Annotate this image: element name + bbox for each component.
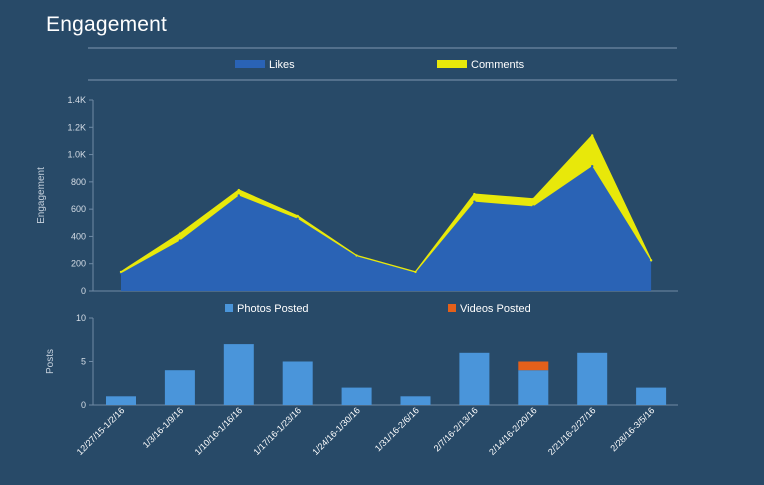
photos-bar: [223, 344, 254, 405]
x-axis-labels: 12/27/15-1/2/16 1/3/16-1/9/16 1/10/16-1/16…: [75, 405, 657, 457]
legend-label-comments: Comments: [471, 59, 525, 71]
engagement-y-tick-label: 200: [71, 259, 86, 269]
photos-bar: [518, 370, 549, 405]
comments-point: [532, 197, 535, 201]
legend-swatch-photos-posted: [225, 304, 233, 312]
comments-point: [649, 259, 653, 262]
posts-y-tick-label: 10: [76, 313, 86, 323]
engagement-y-tick-label: 1.0K: [67, 150, 86, 160]
comments-point: [414, 270, 417, 274]
legend-label-likes: Likes: [269, 59, 295, 71]
comments-point: [591, 134, 594, 137]
comments-point: [178, 232, 182, 235]
photos-bar: [282, 361, 313, 405]
photos-bar: [341, 387, 372, 405]
engagement-y-tick-label: 1.4K: [67, 95, 86, 105]
x-tick-label: 2/7/16-2/13/16: [432, 405, 480, 453]
videos-bar: [518, 361, 549, 371]
posts-y-tick-label: 0: [81, 400, 86, 410]
comments-point: [473, 192, 476, 196]
engagement-area-plot: [119, 134, 653, 291]
photos-bar: [459, 352, 490, 405]
posts-y-axis-label: Posts: [45, 349, 56, 374]
x-tick-label: 1/31/16-2/6/16: [373, 405, 421, 453]
engagement-y-tick-label: 800: [71, 177, 86, 187]
comments-point: [119, 270, 123, 274]
likes-point: [532, 205, 535, 208]
photos-bar: [400, 396, 431, 405]
engagement-y-tick-label: 0: [81, 286, 86, 296]
likes-area: [121, 166, 652, 291]
legend-label-videos-posted: Videos Posted: [460, 303, 531, 315]
x-tick-label: 2/21/16-2/27/16: [546, 405, 598, 457]
likes-point: [178, 239, 182, 242]
x-tick-label: 1/17/16-1/23/16: [251, 405, 303, 457]
x-tick-label: 2/14/16-2/20/16: [487, 405, 539, 457]
engagement-y-tick-label: 1.2K: [67, 122, 86, 132]
comments-point: [355, 254, 358, 257]
x-tick-label: 2/28/16-3/5/16: [608, 405, 656, 453]
comments-point: [296, 214, 299, 218]
page-title: Engagement: [46, 13, 168, 36]
engagement-y-tick-label: 400: [71, 231, 86, 241]
photos-bar: [577, 352, 608, 405]
engagement-y-axis-label: Engagement: [36, 167, 47, 224]
photos-bar: [106, 396, 136, 405]
legend-swatch-videos-posted: [448, 304, 456, 312]
x-tick-label: 12/27/15-1/2/16: [75, 405, 127, 457]
x-tick-label: 1/10/16-1/16/16: [193, 405, 245, 457]
x-tick-label: 1/3/16-1/9/16: [141, 405, 186, 450]
posts-legend: Photos Posted Videos Posted: [225, 303, 531, 315]
likes-point: [473, 200, 476, 203]
posts-bar-plot: [106, 344, 667, 405]
comments-point: [237, 188, 240, 192]
engagement-legend: Likes Comments: [235, 59, 525, 71]
photos-bar: [636, 387, 667, 405]
posts-y-tick-label: 5: [81, 357, 86, 367]
legend-label-photos-posted: Photos Posted: [237, 303, 309, 315]
x-tick-label: 1/24/16-1/30/16: [310, 405, 362, 457]
likes-point: [237, 194, 240, 197]
likes-point: [591, 164, 594, 168]
legend-swatch-comments: [437, 60, 467, 68]
photos-bar: [164, 370, 195, 405]
engagement-y-tick-label: 600: [71, 204, 86, 214]
legend-swatch-likes: [235, 60, 265, 68]
likes-point: [296, 217, 299, 220]
